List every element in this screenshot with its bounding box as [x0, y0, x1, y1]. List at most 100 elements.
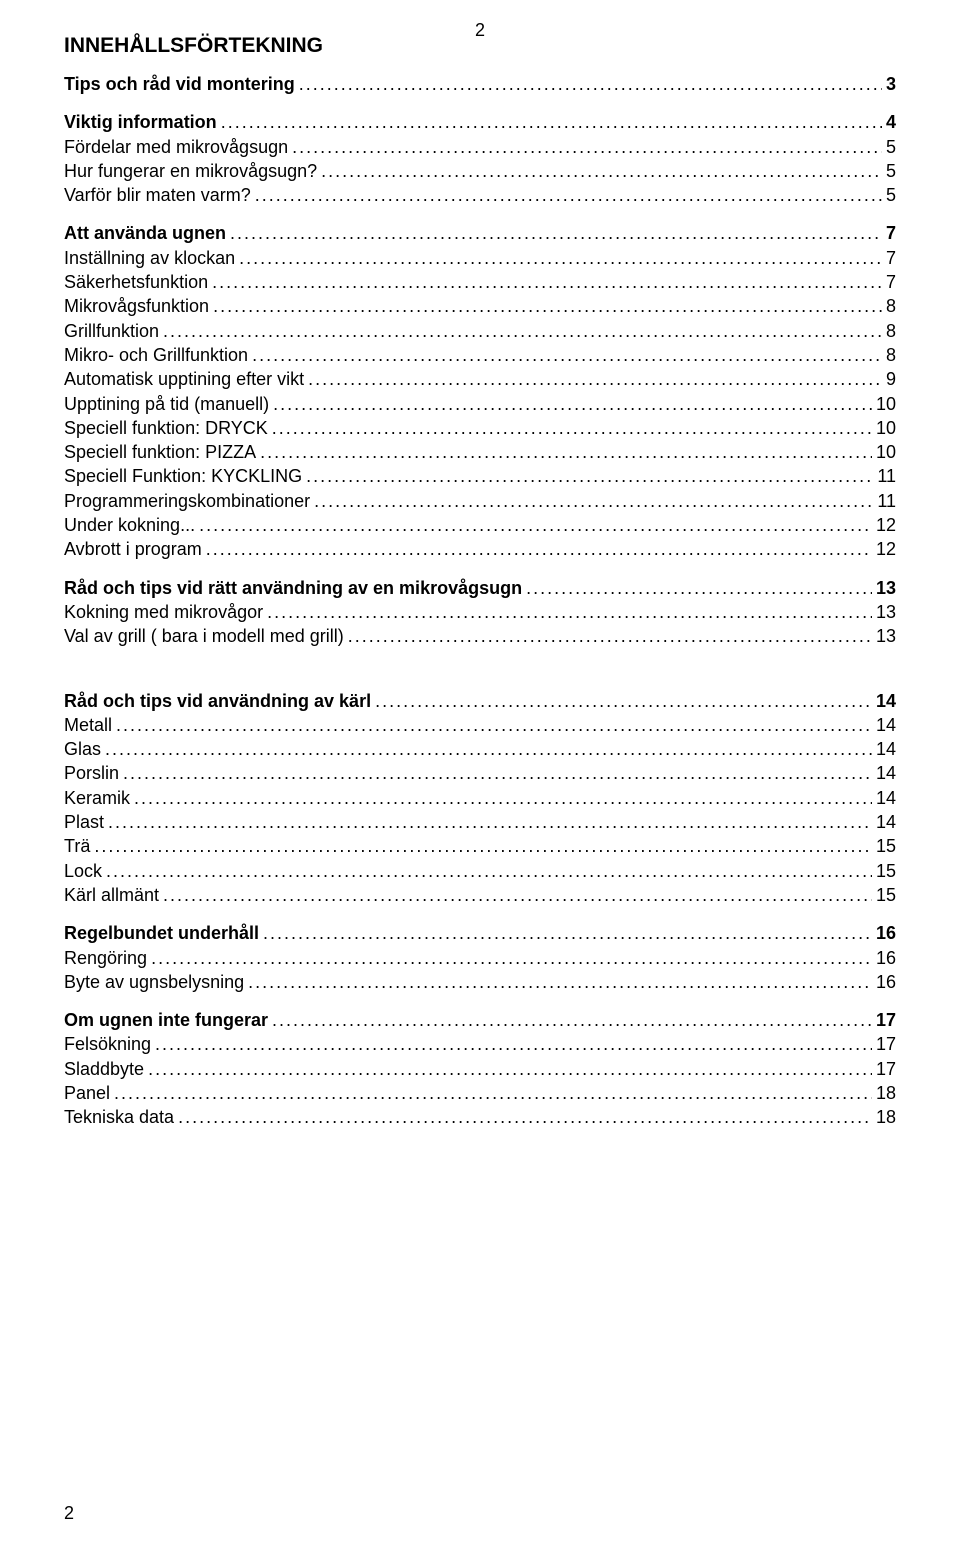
toc-section-heading: Viktig information......................…: [64, 110, 896, 134]
toc-entry-page: 16: [872, 970, 896, 994]
toc-leader: ........................................…: [268, 416, 872, 440]
toc-body: Tips och råd vid montering..............…: [64, 72, 896, 1130]
toc-entry: Glas....................................…: [64, 737, 896, 761]
toc-heading-page: 14: [872, 689, 896, 713]
toc-entry-label: Lock: [64, 859, 102, 883]
toc-entry-label: Under kokning...: [64, 513, 195, 537]
toc-leader: ........................................…: [288, 135, 882, 159]
toc-leader: ........................................…: [256, 440, 872, 464]
page-number-bottom: 2: [64, 1503, 74, 1524]
toc-entry-page: 8: [882, 319, 896, 343]
toc-entry-page: 5: [882, 183, 896, 207]
toc-leader: ........................................…: [174, 1105, 872, 1129]
toc-leader: ........................................…: [248, 343, 882, 367]
toc-entry-page: 11: [873, 464, 896, 488]
toc-section: Råd och tips vid användning av kärl.....…: [64, 689, 896, 908]
toc-entry-page: 8: [882, 294, 896, 318]
toc-entry-label: Inställning av klockan: [64, 246, 235, 270]
toc-leader: ........................................…: [251, 183, 882, 207]
toc-heading-page: 17: [872, 1008, 896, 1032]
toc-entry-page: 15: [872, 859, 896, 883]
toc-leader: ........................................…: [151, 1032, 872, 1056]
toc-entry-label: Glas: [64, 737, 101, 761]
toc-leader: ........................................…: [195, 513, 872, 537]
toc-entry-page: 18: [872, 1105, 896, 1129]
toc-leader: ........................................…: [235, 246, 882, 270]
toc-leader: ........................................…: [159, 883, 872, 907]
toc-entry: Felsökning..............................…: [64, 1032, 896, 1056]
toc-entry: Upptining på tid (manuell)..............…: [64, 392, 896, 416]
toc-entry: Sladdbyte...............................…: [64, 1057, 896, 1081]
toc-entry: Inställning av klockan..................…: [64, 246, 896, 270]
toc-entry-page: 8: [882, 343, 896, 367]
page: 2 INNEHÅLLSFÖRTEKNING Tips och råd vid m…: [0, 0, 960, 1550]
toc-entry-label: Tekniska data: [64, 1105, 174, 1129]
toc-entry-page: 5: [882, 135, 896, 159]
toc-leader: ........................................…: [90, 834, 872, 858]
toc-entry-page: 9: [882, 367, 896, 391]
toc-leader: ........................................…: [144, 1057, 872, 1081]
toc-entry: Metall..................................…: [64, 713, 896, 737]
toc-leader: ........................................…: [104, 810, 872, 834]
toc-heading-label: Regelbundet underhåll: [64, 921, 259, 945]
toc-heading-label: Råd och tips vid rätt användning av en m…: [64, 576, 522, 600]
toc-heading-page: 7: [882, 221, 896, 245]
toc-entry-label: Kokning med mikrovågor: [64, 600, 263, 624]
toc-heading-label: Att använda ugnen: [64, 221, 226, 245]
toc-entry-page: 12: [872, 537, 896, 561]
toc-entry-page: 7: [882, 246, 896, 270]
toc-entry: Trä.....................................…: [64, 834, 896, 858]
toc-entry-page: 17: [872, 1057, 896, 1081]
toc-entry-page: 12: [872, 513, 896, 537]
toc-entry-label: Speciell Funktion: KYCKLING: [64, 464, 302, 488]
toc-leader: ........................................…: [208, 270, 882, 294]
toc-entry: Programmeringskombinationer.............…: [64, 489, 896, 513]
toc-leader: ........................................…: [226, 221, 882, 245]
toc-leader: ........................................…: [317, 159, 882, 183]
toc-entry-label: Sladdbyte: [64, 1057, 144, 1081]
toc-entry-page: 18: [872, 1081, 896, 1105]
toc-entry: Kärl allmänt............................…: [64, 883, 896, 907]
toc-leader: ........................................…: [244, 970, 872, 994]
toc-leader: ........................................…: [119, 761, 872, 785]
toc-entry-label: Panel: [64, 1081, 110, 1105]
toc-entry: Rengöring...............................…: [64, 946, 896, 970]
toc-entry-page: 14: [872, 810, 896, 834]
toc-leader: ........................................…: [371, 689, 872, 713]
toc-entry: Porslin.................................…: [64, 761, 896, 785]
toc-entry: Tekniska data...........................…: [64, 1105, 896, 1129]
toc-entry-page: 10: [872, 440, 896, 464]
toc-entry-page: 7: [882, 270, 896, 294]
toc-section: Råd och tips vid rätt användning av en m…: [64, 576, 896, 649]
toc-heading-label: Viktig information: [64, 110, 217, 134]
toc-entry: Mikrovågsfunktion.......................…: [64, 294, 896, 318]
toc-leader: ........................................…: [101, 737, 872, 761]
toc-entry-label: Plast: [64, 810, 104, 834]
toc-section: Tips och råd vid montering..............…: [64, 72, 896, 96]
toc-heading-label: Råd och tips vid användning av kärl: [64, 689, 371, 713]
toc-entry-page: 15: [872, 883, 896, 907]
toc-entry-label: Val av grill ( bara i modell med grill): [64, 624, 344, 648]
toc-section: Viktig information......................…: [64, 110, 896, 207]
toc-entry-page: 14: [872, 737, 896, 761]
toc-entry: Speciell funktion: DRYCK................…: [64, 416, 896, 440]
toc-entry-label: Metall: [64, 713, 112, 737]
toc-entry: Kokning med mikrovågor..................…: [64, 600, 896, 624]
toc-entry-label: Byte av ugnsbelysning: [64, 970, 244, 994]
toc-entry: Speciell Funktion: KYCKLING.............…: [64, 464, 896, 488]
toc-leader: ........................................…: [344, 624, 872, 648]
toc-entry: Varför blir maten varm?.................…: [64, 183, 896, 207]
toc-entry-page: 10: [872, 416, 896, 440]
toc-entry: Val av grill ( bara i modell med grill).…: [64, 624, 896, 648]
toc-entry-label: Keramik: [64, 786, 130, 810]
toc-section-heading: Regelbundet underhåll...................…: [64, 921, 896, 945]
toc-entry-page: 10: [872, 392, 896, 416]
toc-entry-label: Upptining på tid (manuell): [64, 392, 269, 416]
toc-entry-page: 16: [872, 946, 896, 970]
toc-entry-page: 15: [872, 834, 896, 858]
toc-entry-page: 13: [872, 600, 896, 624]
toc-leader: ........................................…: [310, 489, 873, 513]
toc-entry-label: Avbrott i program: [64, 537, 202, 561]
toc-entry: Lock....................................…: [64, 859, 896, 883]
toc-entry-label: Felsökning: [64, 1032, 151, 1056]
